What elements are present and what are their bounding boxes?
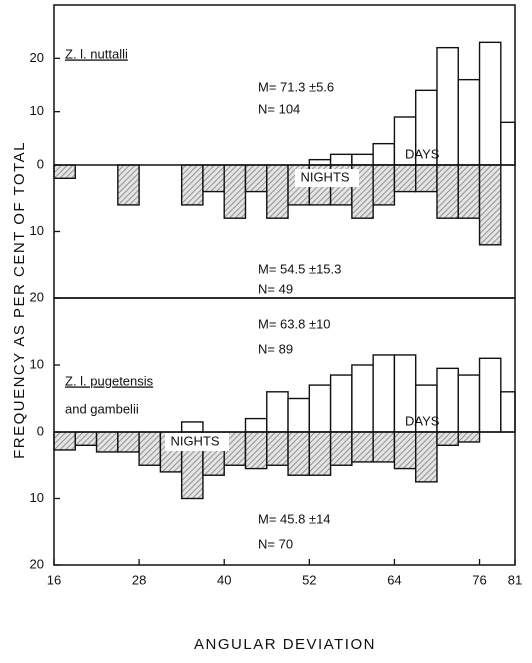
night-bar (287, 431, 311, 476)
day-bar (180, 421, 204, 433)
y-tick-label: 10 (30, 490, 44, 505)
night-bar (457, 164, 481, 219)
night-bar (180, 164, 204, 206)
annotation: N= 70 (258, 536, 293, 551)
y-tick-label: 10 (30, 223, 44, 238)
night-bar (244, 164, 268, 193)
y-tick-label: 20 (30, 50, 44, 65)
night-bar (266, 164, 289, 219)
day-bar (287, 397, 311, 433)
night-bar (308, 431, 332, 476)
night-bar (138, 431, 162, 466)
day-bar (436, 367, 459, 433)
day-bar (478, 357, 502, 433)
day-bar (308, 384, 332, 433)
night-bar (372, 164, 396, 206)
day-bar (478, 41, 502, 166)
day-bar (351, 153, 374, 166)
night-bar (457, 431, 481, 443)
panel-title: Z. l. pugetensis (65, 373, 154, 388)
x-tick-label: 16 (47, 572, 61, 587)
y-tick-label: 0 (37, 156, 44, 171)
annotation: M= 54.5 ±15.3 (258, 261, 341, 276)
night-bar (372, 431, 396, 463)
annotation: M= 71.3 ±5.6 (258, 79, 334, 94)
series-label: DAYS (405, 146, 440, 161)
day-bar (244, 417, 268, 433)
y-tick-label: 10 (30, 356, 44, 371)
panel-subtitle: and gambelii (65, 401, 139, 416)
day-bar (500, 121, 516, 166)
night-bar (244, 431, 268, 470)
day-bar (372, 142, 396, 166)
day-bar (329, 374, 353, 433)
y-tick-label: 20 (30, 556, 44, 571)
night-bar (117, 431, 140, 453)
day-bar (372, 354, 396, 433)
label-bg (165, 433, 229, 451)
annotation: M= 63.8 ±10 (258, 316, 331, 331)
night-bar (266, 431, 289, 466)
night-bar (223, 164, 247, 219)
night-bar (351, 431, 374, 463)
night-bar (53, 431, 76, 451)
night-bar (74, 431, 98, 447)
y-tick-label: 20 (30, 289, 44, 304)
panel-title: Z. l. nuttalli (65, 46, 128, 61)
night-bar (393, 431, 417, 470)
day-bar (329, 153, 353, 166)
night-bar (478, 164, 502, 246)
series-label: DAYS (405, 413, 440, 428)
night-bar (117, 164, 140, 206)
x-axis-title: ANGULAR DEVIATION (194, 636, 376, 653)
night-bar (95, 431, 119, 453)
y-tick-label: 10 (30, 103, 44, 118)
annotation: N= 49 (258, 281, 293, 296)
night-bar (415, 164, 438, 193)
night-bar (436, 164, 459, 219)
day-bar (457, 374, 481, 433)
annotation: M= 45.8 ±14 (258, 511, 331, 526)
day-bar (308, 158, 332, 166)
x-tick-label: 28 (132, 572, 146, 587)
y-tick-label: 0 (37, 423, 44, 438)
annotation: N= 89 (258, 341, 293, 356)
x-tick-label: 52 (302, 572, 316, 587)
series-label: NIGHTS (300, 169, 349, 184)
x-tick-label: 81 (508, 572, 522, 587)
night-bar (53, 164, 76, 180)
night-bar (436, 431, 459, 447)
day-bar (436, 46, 459, 166)
night-bar (329, 431, 353, 466)
day-bar (457, 78, 481, 166)
label-bg (295, 169, 359, 187)
night-bar (415, 431, 438, 483)
day-bar (266, 391, 289, 433)
x-tick-label: 40 (217, 572, 231, 587)
series-label: NIGHTS (170, 433, 219, 448)
day-bar (351, 364, 374, 433)
night-bar (202, 164, 225, 193)
day-bar (500, 391, 516, 433)
annotation: N= 104 (258, 101, 300, 116)
night-bar (393, 164, 417, 193)
y-axis-title: FREQUENCY AS PER CENT OF TOTAL (11, 141, 28, 459)
x-tick-label: 76 (472, 572, 486, 587)
x-tick-label: 64 (387, 572, 401, 587)
